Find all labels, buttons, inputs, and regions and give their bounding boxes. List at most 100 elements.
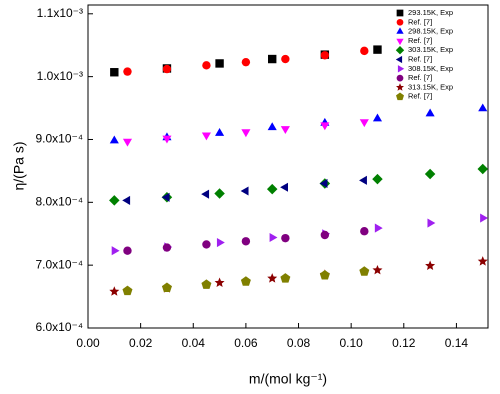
data-point	[201, 132, 211, 141]
x-tick-label: 0.12	[392, 336, 416, 350]
data-point	[123, 67, 132, 76]
legend-label: Ref. [7]	[408, 92, 432, 101]
data-point	[240, 186, 249, 196]
data-point	[427, 218, 436, 228]
legend-marker	[396, 83, 404, 91]
legend-marker	[395, 55, 403, 64]
data-point	[480, 213, 488, 223]
data-point	[320, 122, 330, 131]
legend-label: Ref. [7]	[408, 54, 432, 63]
data-point	[215, 127, 225, 136]
data-point	[280, 126, 290, 135]
data-point	[425, 108, 435, 117]
x-tick-label: 0.04	[182, 336, 206, 350]
data-point	[374, 223, 383, 233]
data-point	[123, 246, 132, 255]
data-point	[373, 45, 382, 54]
x-tick-label: 0.10	[339, 336, 363, 350]
x-axis-title: m/(mol kg⁻¹)	[249, 371, 327, 387]
x-tick-label: 0.00	[76, 336, 100, 350]
data-point	[202, 240, 211, 249]
data-point	[267, 273, 278, 283]
data-point	[122, 285, 133, 296]
data-point	[372, 264, 383, 275]
data-point	[110, 68, 119, 77]
data-point	[241, 237, 251, 246]
data-point	[372, 173, 383, 185]
data-point	[162, 243, 172, 252]
data-point	[478, 103, 488, 112]
data-point	[360, 46, 369, 56]
data-point	[268, 54, 277, 64]
data-point	[214, 277, 225, 287]
data-point	[216, 237, 225, 248]
x-tick-label: 0.02	[129, 336, 153, 350]
legend-marker	[396, 9, 404, 17]
legend-marker	[396, 18, 404, 26]
plot-frame	[87, 4, 489, 329]
y-tick-label: 7.0x10⁻⁴	[35, 257, 83, 271]
data-point	[201, 279, 212, 289]
data-point	[360, 227, 369, 236]
y-tick-label: 1.0x10⁻³	[37, 69, 83, 83]
data-point	[241, 57, 251, 67]
legend-label: 293.15K, Exp	[408, 8, 453, 17]
x-tick-label: 0.06	[234, 336, 258, 350]
data-point	[111, 246, 120, 256]
legend-marker	[397, 65, 405, 73]
legend-label: Ref. [7]	[408, 17, 432, 26]
data-point	[281, 54, 290, 64]
x-tick-label: 0.14	[445, 336, 469, 350]
legend-marker	[396, 74, 404, 82]
data-point	[269, 232, 278, 243]
data-point	[477, 256, 488, 266]
legend-marker	[395, 46, 405, 55]
y-tick-label: 9.0x10⁻⁴	[35, 132, 83, 146]
legend-label: 308.15K, Exp	[408, 64, 453, 73]
data-point	[424, 168, 436, 180]
data-point	[425, 260, 436, 271]
y-tick-label: 6.0x10⁻⁴	[35, 320, 83, 334]
data-point	[267, 122, 277, 131]
data-point	[281, 233, 290, 243]
data-point	[161, 192, 170, 202]
data-point	[280, 273, 291, 283]
data-point	[359, 119, 369, 128]
data-point	[109, 135, 119, 144]
x-tick-label: 0.08	[287, 336, 311, 350]
data-point	[122, 195, 131, 205]
legend-label: 313.15K, Exp	[408, 82, 453, 91]
legend-label: 298.15K, Exp	[408, 27, 453, 36]
y-axis-title: η/(Pa s)	[11, 141, 27, 190]
legend-label: Ref. [7]	[408, 36, 432, 45]
data-point	[109, 286, 120, 296]
data-point	[162, 64, 172, 74]
data-point	[477, 163, 488, 175]
data-point	[320, 51, 330, 60]
data-point	[319, 269, 330, 280]
data-point	[280, 182, 288, 192]
legend-label: Ref. [7]	[408, 73, 432, 82]
data-point	[320, 230, 330, 240]
legend-marker	[396, 38, 404, 46]
data-point	[201, 189, 210, 199]
data-point	[215, 59, 224, 68]
legend-marker	[396, 92, 404, 101]
data-point	[162, 135, 172, 144]
data-point	[359, 175, 367, 185]
legend-marker	[396, 27, 404, 34]
data-point	[122, 138, 133, 147]
data-point	[359, 266, 370, 276]
data-point	[214, 188, 225, 199]
y-tick-label: 1.1x10⁻³	[37, 6, 83, 20]
data-point	[109, 195, 120, 206]
data-point	[240, 276, 251, 286]
data-point	[202, 61, 211, 70]
data-point	[241, 129, 251, 138]
data-point	[266, 183, 278, 195]
data-point	[319, 178, 328, 189]
data-point	[372, 113, 383, 122]
y-tick-label: 8.0x10⁻⁴	[35, 194, 83, 208]
data-point	[161, 282, 172, 293]
